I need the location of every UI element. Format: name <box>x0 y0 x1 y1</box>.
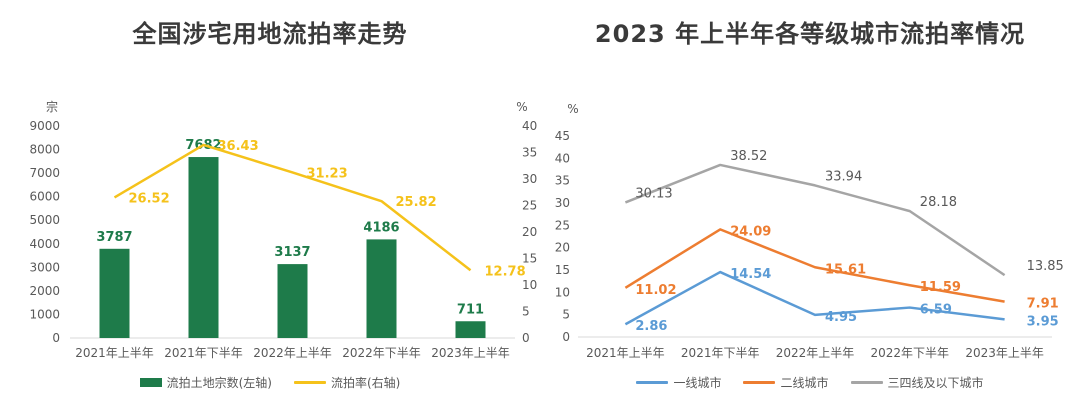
legend-tier1-swatch <box>636 381 669 384</box>
tier1-line-data-label: 4.95 <box>825 310 857 325</box>
rate-data-label: 12.78 <box>485 264 526 279</box>
y-left-tick-label: 0 <box>52 331 60 345</box>
y-tick-label: 30 <box>555 196 570 210</box>
tier3-line-data-label: 30.13 <box>635 186 672 201</box>
y-left-tick-label: 8000 <box>29 143 60 157</box>
y-right-tick-label: 5 <box>522 305 530 319</box>
y-tick-label: 20 <box>555 241 570 255</box>
x-tick-label: 2021年上半年 <box>75 346 154 360</box>
left-chart-title: 全国涉宅用地流拍率走势 <box>132 20 408 48</box>
legend-line-swatch <box>294 381 326 384</box>
y-tick-label: 10 <box>555 285 570 299</box>
rate-data-label: 31.23 <box>307 166 348 181</box>
legend-label-tier1: 一线城市 <box>673 376 722 390</box>
y-tick-label: 40 <box>555 151 570 165</box>
bar-3 <box>277 264 308 338</box>
legend-label-bars: 流拍土地宗数(左轴) <box>166 376 272 390</box>
left-legend: 流拍土地宗数(左轴) 流拍率(右轴) <box>0 374 540 391</box>
x-tick-label: 2022年下半年 <box>342 346 421 360</box>
x-tick-label: 2021年下半年 <box>681 346 760 360</box>
y-tick-label: 35 <box>555 174 570 188</box>
y-left-tick-label: 9000 <box>29 119 60 133</box>
y-right-tick-label: 40 <box>522 119 537 133</box>
tier2-line-data-label: 7.91 <box>1027 297 1059 312</box>
left-chart-svg: 宗 % 0 1000 2000 3000 4000 5000 6000 7000 8000 9000 0… <box>29 99 537 360</box>
y-right-tick-label: 15 <box>522 252 537 266</box>
left-chart-panel: 全国涉宅用地流拍率走势 宗% 0 1000 2000 3000 4000 5000 6000 7… <box>0 20 540 391</box>
tier1-line-data-label: 2.86 <box>635 319 667 334</box>
tier3-line-data-label: 28.18 <box>920 195 957 210</box>
right-chart-svg: % 0 5 10 15 20 25 30 35 40 45 2021年上半年 2021年下半年 2022年… <box>555 102 1064 360</box>
y-tick-label: 25 <box>555 218 570 232</box>
y-tick-label: 0 <box>562 330 570 344</box>
y-tick-label: 15 <box>555 263 570 277</box>
tier1-line-data-label: 14.54 <box>730 267 771 282</box>
bar-4 <box>366 239 397 338</box>
bar-data-label: 4186 <box>363 220 399 235</box>
x-tick-label: 2022年上半年 <box>776 346 855 360</box>
y-tick-label: 45 <box>555 129 570 143</box>
legend-item-rate: 流拍率(右轴) <box>294 374 400 391</box>
x-tick-label: 2022年下半年 <box>871 346 950 360</box>
y-left-tick-label: 2000 <box>29 284 60 298</box>
tier1-line <box>624 270 1005 326</box>
legend-item-tier1: 一线城市 <box>636 374 721 391</box>
tier2-line <box>624 228 1005 303</box>
y-right-tick-label: 25 <box>522 199 537 213</box>
y-right-unit: % <box>516 100 527 114</box>
bar-2 <box>188 157 219 338</box>
legend-label-tier3: 三四线及以下城市 <box>887 376 984 390</box>
y-right-tick-label: 20 <box>522 225 537 239</box>
rate-data-label: 25.82 <box>396 195 437 210</box>
tier3-line-data-label: 13.85 <box>1027 259 1064 274</box>
bar-data-label: 3787 <box>96 230 132 245</box>
legend-tier3-swatch <box>850 381 883 384</box>
right-chart-panel: 2023 年上半年各等级城市流拍率情况 % 0 5 10 15 20 25 30 35 40 45 2… <box>540 0 1080 414</box>
bar-1 <box>99 248 130 338</box>
rate-line <box>113 143 472 272</box>
y-right-tick-label: 0 <box>522 331 530 345</box>
tier3-line-data-label: 33.94 <box>825 169 862 184</box>
y-left-tick-label: 6000 <box>29 190 60 204</box>
legend-bar-swatch <box>139 378 162 387</box>
y-right-tick-label: 10 <box>522 278 537 292</box>
legend-item-bars: 流拍土地宗数(左轴) <box>139 374 272 391</box>
x-tick-label: 2022年上半年 <box>253 346 332 360</box>
tier2-line-data-label: 11.59 <box>920 280 961 295</box>
y-left-tick-label: 1000 <box>29 307 60 321</box>
x-tick-label: 2021年下半年 <box>164 346 243 360</box>
tier2-line-data-label: 24.09 <box>730 224 771 239</box>
rate-data-label: 36.43 <box>218 139 259 154</box>
tier2-line-data-label: 11.02 <box>635 283 676 298</box>
legend-item-tier2: 二线城市 <box>743 374 829 391</box>
bar-5 <box>455 321 486 338</box>
legend-label-tier2: 二线城市 <box>780 376 829 390</box>
right-legend: 一线城市 二线城市 三四线及以下城市 <box>540 374 1080 391</box>
x-tick-label: 2021年上半年 <box>586 346 665 360</box>
tier3-line-data-label: 38.52 <box>730 149 767 164</box>
x-tick-label: 2023年上半年 <box>965 346 1044 360</box>
y-right-tick-label: 30 <box>522 172 537 186</box>
y-tick-label: 5 <box>562 308 570 322</box>
right-chart-title: 2023 年上半年各等级城市流拍率情况 <box>594 20 1026 48</box>
legend-item-tier3: 三四线及以下城市 <box>850 374 984 391</box>
x-tick-label: 2023年上半年 <box>431 346 510 360</box>
legend-label-rate: 流拍率(右轴) <box>331 376 401 390</box>
tier3-line <box>624 163 1006 277</box>
y-left-tick-label: 3000 <box>29 260 60 274</box>
y-right-tick-label: 35 <box>522 146 537 160</box>
legend-tier2-swatch <box>743 381 776 384</box>
y-unit: % <box>567 102 578 116</box>
rate-data-label: 26.52 <box>129 191 170 206</box>
y-left-tick-label: 5000 <box>29 213 60 227</box>
tier1-line-data-label: 6.59 <box>920 303 952 318</box>
tier2-line-data-label: 15.61 <box>825 262 866 277</box>
bar-data-label: 711 <box>457 302 484 317</box>
y-left-tick-label: 4000 <box>29 237 60 251</box>
y-left-tick-label: 7000 <box>29 166 60 180</box>
y-left-unit: 宗 <box>46 99 58 114</box>
bar-data-label: 3137 <box>274 245 310 260</box>
tier1-line-data-label: 3.95 <box>1027 314 1059 329</box>
